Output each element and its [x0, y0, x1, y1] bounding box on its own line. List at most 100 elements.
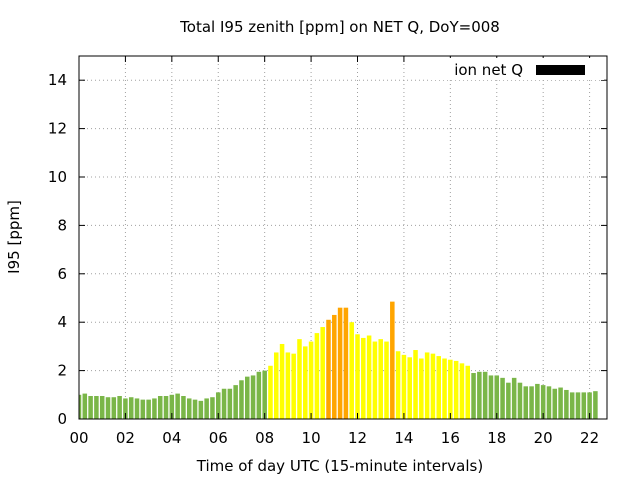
bar	[546, 386, 552, 419]
axis-ticks	[78, 56, 607, 420]
legend: ion net Q	[428, 58, 604, 80]
bar	[262, 370, 267, 419]
bar	[517, 382, 523, 419]
bar	[558, 387, 563, 419]
bar	[140, 399, 146, 419]
x-tick-label: 02	[116, 429, 135, 447]
x-tick-label: 08	[255, 429, 274, 447]
bar	[529, 386, 534, 419]
bar	[181, 396, 186, 419]
bar	[157, 396, 163, 419]
bar	[569, 392, 575, 419]
bar	[587, 392, 592, 419]
x-tick-label: 04	[162, 429, 181, 447]
bar	[146, 399, 151, 419]
y-tick-labels: 0 2 4 6 8 10 12 14	[48, 71, 67, 428]
bar	[175, 393, 180, 419]
bar	[99, 396, 105, 419]
x-tick-labels: 00 02 04 06 08 10 12 14 16 18 20 22	[69, 429, 599, 447]
y-tick-label: 2	[57, 362, 67, 380]
bar	[210, 397, 215, 419]
bar	[308, 341, 314, 419]
x-tick-label: 18	[487, 429, 506, 447]
bar	[459, 363, 465, 419]
bar	[407, 357, 412, 419]
bar	[152, 398, 157, 419]
bar	[274, 352, 279, 419]
bar	[511, 377, 517, 419]
bar	[163, 396, 169, 419]
x-tick-label: 00	[69, 429, 88, 447]
bars	[79, 301, 598, 419]
grid-lines	[79, 56, 607, 419]
x-tick-label: 22	[580, 429, 599, 447]
bar	[477, 371, 482, 419]
x-axis-label: Time of day UTC (15-minute intervals)	[196, 457, 483, 475]
bar	[575, 392, 581, 419]
bar	[355, 334, 360, 419]
bar	[361, 337, 366, 419]
bar	[314, 333, 320, 419]
bar	[372, 341, 378, 419]
bar	[349, 322, 354, 419]
bar	[233, 385, 238, 419]
legend-swatch	[536, 65, 585, 75]
bar	[198, 400, 204, 419]
bar	[384, 341, 389, 419]
bar	[471, 373, 476, 419]
bar	[523, 386, 529, 419]
plot-frame	[78, 55, 608, 420]
bar	[268, 365, 273, 419]
bar	[285, 352, 291, 419]
bar	[482, 371, 488, 419]
y-axis-label: I95 [ppm]	[5, 200, 23, 274]
bar	[419, 358, 424, 419]
bar	[390, 301, 395, 419]
bar	[105, 397, 111, 419]
bar	[465, 365, 471, 419]
bar	[332, 314, 337, 419]
bar	[593, 391, 598, 419]
bar	[94, 396, 99, 419]
bar	[448, 359, 453, 419]
y-tick-label: 12	[48, 120, 67, 138]
bar	[424, 352, 430, 419]
bar	[239, 380, 244, 419]
bar	[303, 346, 308, 419]
bar	[88, 396, 93, 419]
bar	[500, 377, 505, 419]
bar	[564, 389, 569, 419]
chart-title: Total I95 zenith [ppm] on NET Q, DoY=008	[179, 18, 500, 36]
x-tick-label: 12	[348, 429, 367, 447]
bar	[227, 388, 233, 419]
bar	[401, 354, 407, 419]
bar	[111, 397, 117, 419]
y-tick-label: 4	[57, 313, 67, 331]
bar	[581, 392, 587, 419]
bar	[506, 382, 511, 419]
y-tick-label: 0	[57, 410, 67, 428]
bar	[245, 376, 250, 419]
bar	[430, 353, 436, 419]
bar	[320, 327, 325, 419]
bar	[186, 398, 192, 419]
bar	[117, 396, 122, 419]
bar	[169, 394, 175, 419]
bar	[540, 385, 546, 419]
bar	[453, 360, 459, 419]
y-tick-label: 8	[57, 216, 67, 234]
bar	[326, 319, 331, 419]
x-tick-label: 20	[534, 429, 553, 447]
bar	[535, 383, 540, 419]
y-tick-label: 14	[48, 71, 67, 89]
bar	[215, 392, 221, 419]
bar	[366, 335, 372, 419]
bar	[204, 398, 209, 419]
bar	[413, 350, 418, 419]
x-tick-label: 06	[209, 429, 228, 447]
bar	[343, 307, 349, 419]
bar	[123, 398, 128, 419]
bar	[256, 371, 262, 419]
bar	[488, 375, 494, 419]
bar	[297, 339, 302, 419]
